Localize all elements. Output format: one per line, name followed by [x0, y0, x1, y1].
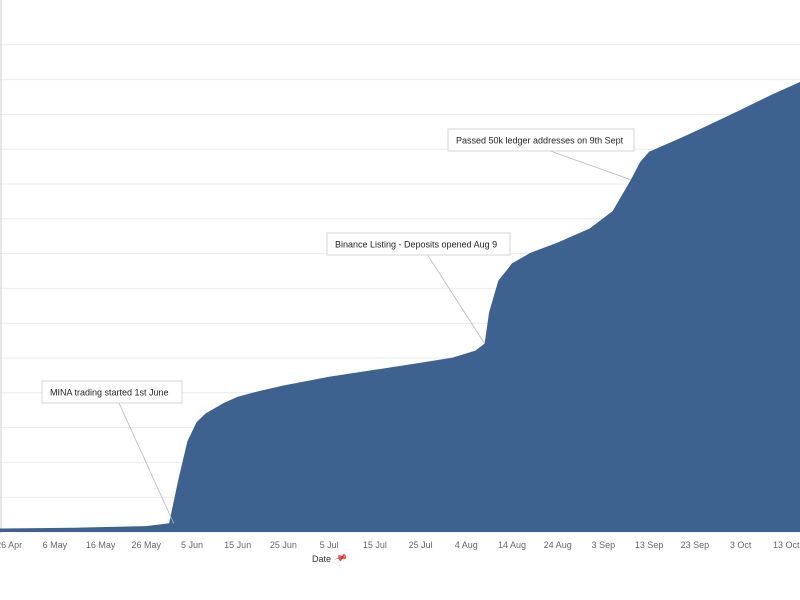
x-tick-label: 26 Apr [0, 540, 22, 550]
x-tick-label: 23 Sep [681, 540, 710, 550]
x-tick-label: 15 Jul [363, 540, 387, 550]
x-tick-label: 3 Oct [730, 540, 752, 550]
x-tick-label: 15 Jun [224, 540, 251, 550]
x-tick-label: 3 Sep [592, 540, 616, 550]
x-axis-title[interactable]: Date 📌 [312, 550, 349, 566]
annotation-text: Passed 50k ledger addresses on 9th Sept [456, 136, 624, 146]
x-axis-label: Date [312, 553, 332, 564]
x-tick-label: 16 May [86, 540, 116, 550]
area-series [0, 82, 800, 532]
x-tick-label: 25 Jun [270, 540, 297, 550]
x-tick-label: 5 Jul [320, 540, 339, 550]
annotation-box [41, 380, 183, 404]
x-tick-label: 5 Jun [181, 540, 203, 550]
annotation-text: MINA trading started 1st June [50, 388, 169, 398]
annotation-text: Binance Listing - Deposits opened Aug 9 [335, 240, 497, 250]
x-tick-label: 24 Aug [544, 540, 572, 550]
annotation-leader [427, 254, 485, 344]
annotation-leader [550, 150, 632, 181]
annotation-leader [118, 402, 175, 524]
x-tick-label: 13 Oct [773, 540, 800, 550]
pin-icon[interactable]: 📌 [333, 550, 349, 566]
x-tick-label: 13 Sep [635, 540, 664, 550]
annotation-box [447, 128, 635, 152]
annotations: MINA trading started 1st June Binance Lis… [41, 128, 635, 524]
x-tick-label: 14 Aug [498, 540, 526, 550]
annotation-box [326, 232, 511, 256]
x-tick-label: 25 Jul [409, 540, 433, 550]
x-axis-ticks: 26 Apr 6 May 16 May 26 May 5 Jun 15 Jun 25 Jun… [0, 540, 800, 550]
x-tick-label: 4 Aug [455, 540, 478, 550]
x-tick-label: 26 May [132, 540, 162, 550]
x-tick-label: 6 May [43, 540, 68, 550]
